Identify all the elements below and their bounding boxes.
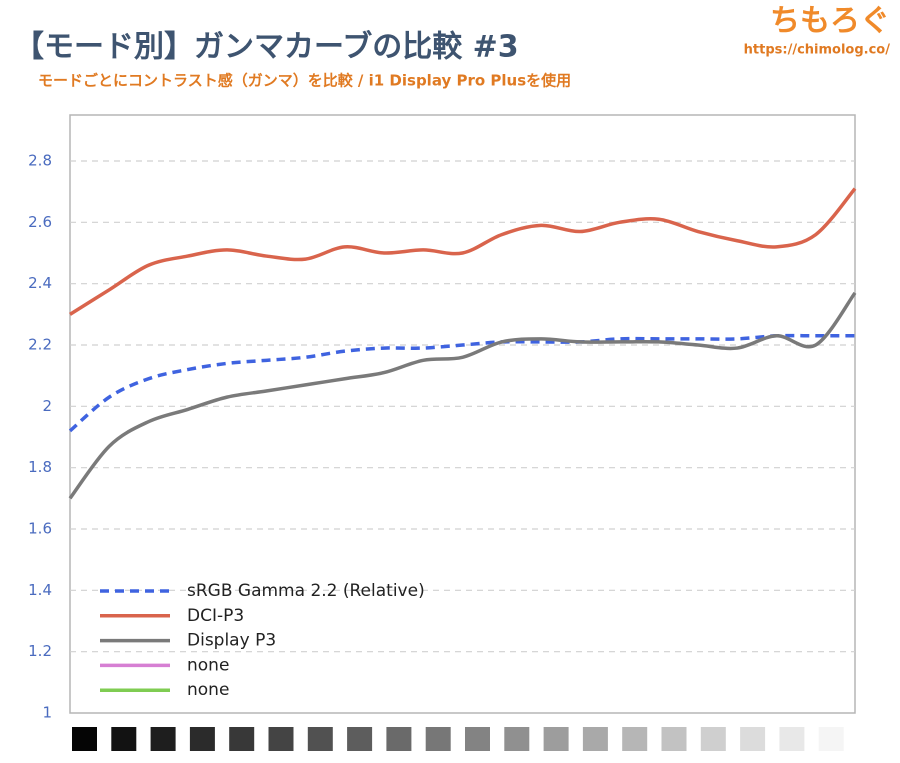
gray-swatch bbox=[150, 727, 176, 751]
gray-swatch bbox=[229, 727, 255, 751]
gray-swatch bbox=[582, 727, 608, 751]
gray-swatch bbox=[622, 727, 648, 751]
watermark: ちもろぐ bbox=[770, 4, 890, 39]
gray-swatch bbox=[661, 727, 687, 751]
gray-swatch bbox=[307, 727, 333, 751]
gray-swatch bbox=[268, 727, 294, 751]
legend-label: DCI-P3 bbox=[187, 606, 244, 626]
y-tick-label: 1.2 bbox=[28, 642, 52, 660]
y-tick-label: 1 bbox=[42, 704, 52, 722]
series-line bbox=[68, 291, 857, 500]
y-tick-label: 1.8 bbox=[28, 458, 52, 476]
plot-area bbox=[69, 114, 856, 714]
gray-swatch bbox=[779, 727, 805, 751]
watermark-url: https://chimolog.co/ bbox=[744, 43, 891, 58]
legend-label: none bbox=[187, 680, 229, 700]
gray-swatch bbox=[504, 727, 530, 751]
series-line bbox=[69, 187, 857, 316]
gray-swatch bbox=[465, 727, 490, 751]
y-tick-label: 1.4 bbox=[28, 581, 52, 599]
gray-swatch bbox=[818, 727, 844, 751]
chart-title: 【モード別】ガンマカーブの比較 #3 bbox=[14, 30, 519, 65]
series-line bbox=[68, 333, 855, 433]
legend-label: sRGB Gamma 2.2 (Relative) bbox=[187, 581, 425, 601]
y-tick-label: 2.4 bbox=[28, 274, 52, 292]
gray-swatch bbox=[111, 727, 137, 751]
y-tick-label: 2.8 bbox=[28, 152, 52, 170]
y-tick-label: 1.6 bbox=[28, 520, 52, 538]
y-tick-label: 2 bbox=[42, 397, 52, 415]
gray-swatch bbox=[189, 727, 215, 751]
gray-swatch bbox=[543, 727, 569, 751]
y-tick-label: 2.6 bbox=[28, 213, 52, 231]
gray-swatch bbox=[386, 727, 412, 751]
gray-swatch bbox=[425, 727, 451, 751]
legend-label: none bbox=[187, 655, 229, 675]
y-tick-label: 2.2 bbox=[28, 336, 52, 354]
gray-swatch bbox=[740, 727, 766, 751]
chart-subtitle: モードごとにコントラスト感（ガンマ）を比較 / i1 Display Pro P… bbox=[38, 72, 571, 90]
gray-swatch bbox=[72, 727, 97, 751]
gray-swatch bbox=[700, 727, 726, 751]
legend-label: Display P3 bbox=[187, 631, 276, 651]
gray-swatch bbox=[347, 727, 373, 751]
